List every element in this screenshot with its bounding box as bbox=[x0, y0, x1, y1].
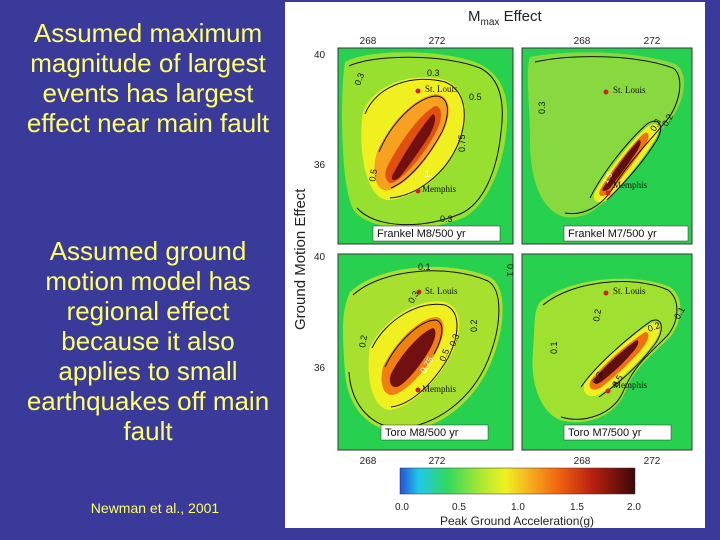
city-marker bbox=[416, 289, 422, 295]
contour-label: 0.2 bbox=[357, 334, 369, 348]
city-marker bbox=[603, 290, 609, 296]
map-panel-toro-m7: St. Louis Memphis 0.2 0.1 0.2 0.1 0.3 0.… bbox=[521, 253, 693, 451]
lon-tick: 268 bbox=[574, 36, 591, 47]
city-label-st-louis: St. Louis bbox=[425, 286, 458, 296]
contour-label: 0.5 bbox=[437, 348, 451, 363]
city-marker bbox=[605, 190, 611, 196]
lon-tick: 268 bbox=[360, 456, 377, 467]
statement-ground-motion: Assumed ground motion model has regional… bbox=[26, 236, 270, 446]
contour-label: 0.1 bbox=[418, 262, 431, 272]
contour-label: 0.3 bbox=[447, 333, 461, 348]
contour-label: 0.1 bbox=[549, 341, 559, 354]
lon-tick: 272 bbox=[644, 36, 661, 47]
map-panel-frankel-m8: St. Louis Memphis 0.3 0.3 0.5 0.75 0.5 0… bbox=[337, 47, 514, 245]
contour-label: 0.5 bbox=[469, 92, 482, 102]
contour-label: 0.3 bbox=[440, 214, 453, 224]
city-marker bbox=[415, 188, 421, 194]
city-marker bbox=[415, 387, 421, 393]
city-label-memphis: Memphis bbox=[613, 180, 647, 190]
map-panel-toro-m8: St. Louis Memphis 0.1 0.1 0.3 0.2 0.2 0.… bbox=[337, 253, 515, 451]
colorbar bbox=[399, 467, 636, 495]
map-panel-frankel-m7: St. Louis Memphis 0.3 0.2 0.3 1.5 Franke… bbox=[521, 47, 693, 245]
city-label-memphis: Memphis bbox=[422, 384, 456, 394]
contour-label: 1 bbox=[425, 169, 430, 179]
colorbar-tick: 0.5 bbox=[452, 502, 466, 513]
colorbar-label: Peak Ground Acceleration(g) bbox=[440, 514, 594, 528]
lon-tick: 272 bbox=[429, 36, 446, 47]
lon-tick: 268 bbox=[574, 456, 591, 467]
lat-tick: 40 bbox=[314, 50, 326, 61]
lon-tick: 272 bbox=[429, 456, 446, 467]
figure-title: Mmax Effect bbox=[468, 8, 542, 28]
panel-label: Frankel M8/500 yr bbox=[377, 228, 466, 240]
city-label-st-louis: St. Louis bbox=[613, 286, 646, 296]
lat-tick: 36 bbox=[314, 160, 326, 171]
lat-tick: 40 bbox=[314, 252, 326, 263]
hazard-map-svg: Mmax Effect Ground Motion Effect 268 272… bbox=[292, 8, 693, 528]
panel-label: Toro M8/500 yr bbox=[385, 427, 459, 439]
contour-label: 0.1 bbox=[505, 264, 515, 277]
colorbar-tick: 2.0 bbox=[627, 502, 641, 513]
city-marker bbox=[415, 88, 421, 94]
panel-label: Frankel M7/500 yr bbox=[568, 228, 657, 240]
city-label-memphis: Memphis bbox=[422, 184, 456, 194]
city-label-memphis: Memphis bbox=[613, 380, 647, 390]
city-marker bbox=[605, 388, 611, 394]
city-label-st-louis: St. Louis bbox=[425, 84, 458, 94]
side-label: Ground Motion Effect bbox=[292, 188, 309, 330]
contour-label: 0.3 bbox=[537, 101, 547, 114]
citation: Newman et al., 2001 bbox=[90, 500, 220, 516]
lat-tick: 36 bbox=[314, 363, 326, 374]
lon-tick: 272 bbox=[644, 456, 661, 467]
colorbar-tick: 1.0 bbox=[511, 502, 525, 513]
contour-label: 0.2 bbox=[469, 319, 479, 332]
city-marker bbox=[603, 89, 609, 95]
statement-max-magnitude: Assumed maximum magnitude of largest eve… bbox=[26, 18, 270, 138]
contour-label: 0.5 bbox=[367, 168, 379, 182]
contour-label: 0.2 bbox=[591, 308, 603, 322]
colorbar-tick: 1.5 bbox=[570, 502, 584, 513]
contour-label: 0.3 bbox=[352, 72, 366, 87]
city-label-st-louis: St. Louis bbox=[613, 85, 646, 95]
contour-label: 0.3 bbox=[427, 68, 440, 78]
contour-label: 0.75 bbox=[457, 134, 467, 152]
contour-label: 0.2 bbox=[646, 320, 661, 334]
colorbar-tick: 0.0 bbox=[395, 502, 409, 513]
panel-label: Toro M7/500 yr bbox=[568, 427, 642, 439]
hazard-map-figure: Mmax Effect Ground Motion Effect 268 272… bbox=[285, 2, 705, 528]
lon-tick: 268 bbox=[360, 36, 377, 47]
